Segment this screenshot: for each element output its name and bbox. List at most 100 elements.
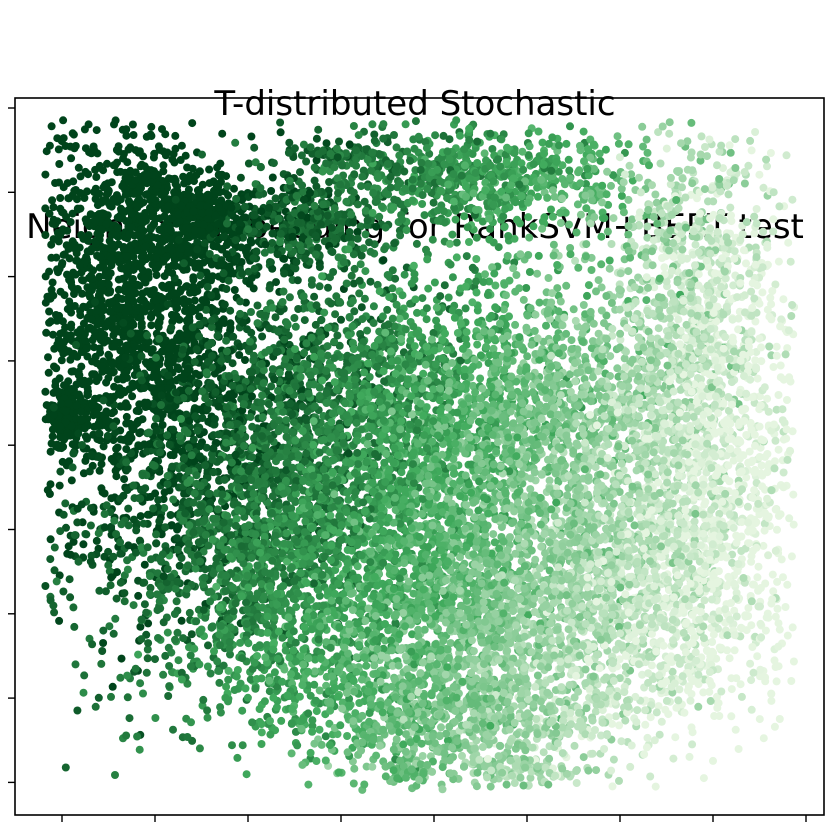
scatter-point: [160, 256, 168, 265]
scatter-point: [416, 179, 425, 188]
scatter-point: [171, 131, 180, 140]
scatter-point: [284, 243, 293, 252]
scatter-point: [170, 158, 179, 167]
scatter-point: [326, 149, 335, 158]
scatter-point: [109, 315, 118, 324]
scatter-point: [61, 407, 70, 416]
scatter-point: [336, 180, 345, 189]
scatter-point: [653, 228, 662, 237]
scatter-point: [539, 160, 548, 169]
scatter-point: [69, 130, 78, 139]
scatter-point: [377, 202, 386, 211]
scatter-point: [113, 223, 122, 232]
scatter-point: [53, 316, 61, 325]
scatter-point: [164, 357, 173, 366]
scatter-point: [335, 137, 343, 146]
scatter-point: [160, 212, 169, 221]
scatter-point: [509, 174, 518, 183]
scatter-point: [131, 239, 139, 248]
scatter-point: [337, 315, 345, 324]
scatter-point: [579, 127, 588, 136]
scatter-point: [90, 327, 99, 336]
scatter-point: [117, 654, 126, 663]
scatter-point: [244, 159, 253, 168]
scatter-point: [686, 153, 695, 162]
scatter-point: [81, 422, 90, 431]
scatter-point: [534, 127, 543, 136]
scatter-point: [83, 187, 91, 196]
scatter-point: [534, 192, 542, 201]
scatter-point: [217, 356, 226, 365]
scatter-point: [489, 177, 498, 186]
scatter-point: [729, 176, 738, 185]
scatter-point: [740, 179, 749, 188]
scatter-point: [759, 227, 768, 236]
scatter-point: [657, 209, 666, 218]
scatter-point: [731, 135, 740, 144]
scatter-point: [496, 162, 505, 171]
scatter-point: [93, 149, 102, 158]
scatter-point: [235, 351, 244, 359]
scatter-point: [205, 165, 214, 174]
scatter-point: [602, 190, 611, 199]
scatter-point: [174, 364, 182, 373]
scatter-point: [786, 257, 795, 266]
scatter-point: [768, 287, 777, 295]
scatter-point: [182, 324, 191, 333]
scatter-point: [284, 148, 293, 157]
scatter-point: [747, 146, 756, 155]
scatter-point: [151, 265, 160, 274]
scatter-point: [674, 315, 683, 324]
scatter-point: [88, 400, 97, 409]
scatter-point: [700, 185, 709, 194]
scatter-point: [353, 234, 362, 243]
scatter-point: [271, 194, 280, 203]
scatter-point: [46, 535, 55, 544]
scatter-point: [357, 182, 366, 191]
scatter-point: [128, 383, 137, 391]
scatter-point: [82, 344, 91, 353]
scatter-point: [41, 170, 50, 179]
scatter-point: [154, 142, 163, 151]
scatter-point: [198, 150, 206, 159]
scatter-point: [107, 494, 116, 503]
scatter-point: [440, 218, 449, 227]
scatter-point: [120, 475, 129, 484]
scatter-point: [390, 131, 398, 139]
scatter-point: [118, 295, 127, 303]
scatter-point: [727, 211, 735, 220]
scatter-point: [217, 170, 226, 179]
scatter-point: [193, 379, 202, 388]
scatter-point: [167, 323, 176, 332]
scatter-point: [98, 488, 107, 497]
scatter-point: [141, 190, 150, 199]
scatter-point: [660, 263, 669, 272]
scatter-point: [502, 193, 510, 202]
scatter-point: [310, 201, 319, 210]
scatter-point: [713, 228, 722, 236]
scatter-point: [364, 432, 373, 441]
scatter-point: [431, 131, 440, 140]
scatter-point: [128, 120, 137, 129]
scatter-point: [598, 181, 607, 190]
scatter-point: [386, 172, 395, 181]
scatter-point: [552, 157, 561, 166]
scatter-point: [49, 203, 58, 212]
scatter-point: [635, 208, 644, 217]
scatter-point: [140, 274, 149, 283]
scatter-point: [342, 197, 351, 206]
scatter-point: [311, 320, 320, 329]
scatter-point: [135, 147, 144, 156]
scatter-point: [219, 269, 228, 278]
scatter-point: [276, 238, 284, 247]
scatter-point: [79, 540, 88, 549]
scatter-point: [693, 194, 701, 203]
scatter-point: [240, 202, 249, 211]
scatter-point: [471, 168, 480, 177]
scatter-point: [529, 222, 538, 231]
scatter-point: [122, 131, 131, 140]
scatter-point: [183, 190, 192, 199]
scatter-point: [85, 467, 94, 476]
scatter-point: [649, 236, 658, 245]
scatter-point: [556, 208, 565, 217]
